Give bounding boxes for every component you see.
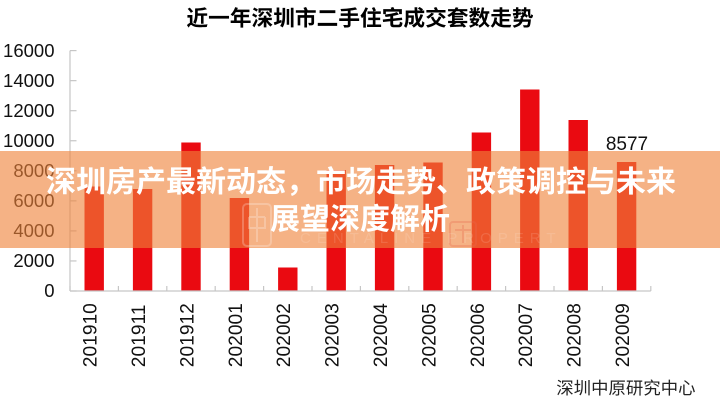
svg-text:2000: 2000 xyxy=(13,250,54,271)
svg-text:201911: 201911 xyxy=(129,305,150,368)
svg-text:202009: 202009 xyxy=(613,303,634,367)
svg-text:201912: 201912 xyxy=(177,303,198,367)
svg-text:14000: 14000 xyxy=(3,70,54,91)
svg-text:202007: 202007 xyxy=(516,303,537,367)
svg-text:0: 0 xyxy=(44,280,54,301)
svg-text:202008: 202008 xyxy=(565,303,586,367)
svg-text:202003: 202003 xyxy=(323,303,344,367)
svg-text:CENTALINE PROPERT: CENTALINE PROPERT xyxy=(300,230,561,247)
svg-text:202006: 202006 xyxy=(468,303,489,367)
svg-text:202004: 202004 xyxy=(371,303,392,367)
svg-text:202005: 202005 xyxy=(419,303,440,367)
svg-text:12000: 12000 xyxy=(3,100,54,121)
svg-text:10000: 10000 xyxy=(3,130,54,151)
svg-text:201910: 201910 xyxy=(81,303,102,367)
svg-text:202001: 202001 xyxy=(226,303,247,367)
svg-text:202002: 202002 xyxy=(274,303,295,367)
svg-text:16000: 16000 xyxy=(3,40,54,61)
svg-text:8577: 8577 xyxy=(606,134,648,155)
